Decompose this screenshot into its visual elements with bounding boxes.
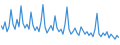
plot-area — [1, 5, 119, 39]
chart — [0, 0, 120, 45]
data-line — [1, 5, 119, 39]
